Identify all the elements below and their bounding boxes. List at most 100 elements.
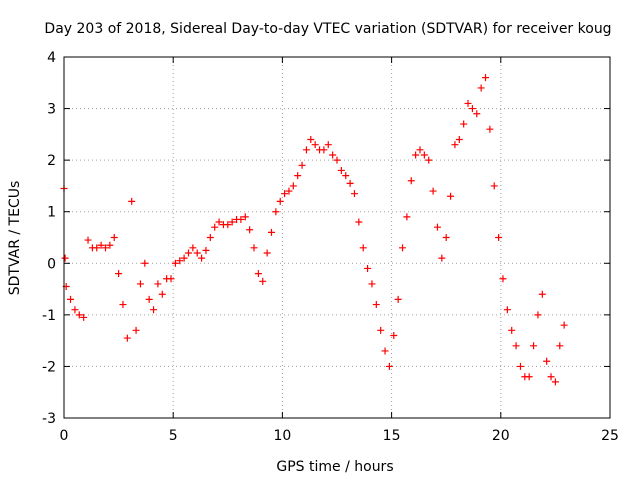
data-point [486, 125, 494, 133]
data-point [75, 311, 83, 319]
data-point [359, 244, 367, 252]
data-point [198, 254, 206, 262]
data-point [285, 187, 293, 195]
data-point [171, 259, 179, 267]
axis-ticks: 0 5 10 15 20 25 -3 -2 -1 0 1 2 3 4 [42, 50, 619, 444]
x-tick-label: 15 [383, 428, 401, 444]
x-tick-label: 10 [273, 428, 291, 444]
data-point [460, 120, 468, 128]
data-point [110, 234, 118, 241]
data-point [189, 244, 197, 252]
data-point [390, 331, 398, 339]
data-point [394, 295, 402, 303]
data-point [254, 270, 262, 278]
data-point [281, 190, 289, 198]
data-point [543, 357, 551, 365]
data-point [101, 244, 109, 252]
data-point [499, 275, 507, 283]
data-point [490, 182, 498, 190]
data-point [416, 146, 424, 154]
x-tick-label: 5 [169, 428, 178, 444]
y-tick-label: -2 [42, 359, 56, 375]
data-point [184, 249, 192, 257]
data-point [377, 326, 385, 334]
data-point [442, 234, 450, 241]
x-axis-label: GPS time / hours [276, 459, 393, 475]
data-point [71, 306, 79, 314]
data-point [525, 373, 533, 381]
y-tick-label: 1 [47, 205, 56, 221]
y-tick-label: -1 [42, 308, 56, 324]
chart-title: Day 203 of 2018, Sidereal Day-to-day VTE… [44, 21, 611, 37]
data-point [464, 99, 472, 107]
data-point [97, 241, 105, 249]
data-point [512, 342, 520, 350]
data-point [167, 275, 175, 283]
data-point [136, 280, 144, 288]
data-point [438, 254, 446, 262]
data-point [180, 254, 188, 262]
data-point [150, 306, 158, 314]
y-tick-label: 3 [47, 102, 56, 118]
data-point [158, 290, 166, 298]
data-point [403, 213, 411, 221]
data-point [355, 218, 363, 226]
data-point [154, 280, 162, 288]
data-point [106, 241, 114, 249]
data-point [425, 156, 433, 164]
data-point [364, 264, 372, 272]
data-point [337, 166, 345, 174]
data-point [128, 197, 136, 205]
data-point [482, 74, 490, 82]
y-tick-label: 2 [47, 153, 56, 169]
data-point [495, 234, 503, 241]
data-point [67, 295, 75, 303]
data-point [224, 221, 232, 229]
grid-lines [64, 57, 610, 418]
data-point [534, 311, 542, 319]
data-point [193, 249, 201, 257]
data-point [385, 362, 393, 370]
data-point [429, 187, 437, 195]
data-point [447, 192, 455, 200]
x-tick-label: 25 [601, 428, 619, 444]
data-point [298, 161, 306, 169]
data-point [455, 136, 463, 144]
data-point [246, 226, 254, 234]
data-point [302, 146, 310, 154]
data-point [263, 249, 271, 257]
data-point [508, 326, 516, 334]
data-point [381, 347, 389, 355]
data-point [503, 306, 511, 314]
data-point [477, 84, 485, 92]
data-point [276, 197, 284, 205]
data-point [433, 223, 441, 231]
data-point [333, 156, 341, 164]
data-point [324, 141, 332, 149]
data-point [202, 246, 210, 254]
data-point [215, 218, 223, 226]
data-point [342, 172, 350, 180]
data-point [272, 208, 280, 216]
data-point [250, 244, 258, 252]
data-point [307, 136, 315, 144]
data-point [350, 190, 358, 198]
data-point [119, 301, 127, 309]
y-tick-label: -3 [42, 411, 56, 427]
data-point [228, 218, 236, 226]
data-point [320, 146, 328, 154]
y-axis-label: SDTVAR / TECUs [7, 181, 23, 296]
data-point [473, 110, 481, 118]
data-point [560, 321, 568, 329]
data-point [551, 378, 559, 386]
data-point [115, 270, 123, 278]
data-point [241, 213, 249, 221]
data-point [368, 280, 376, 288]
data-point [516, 362, 524, 370]
data-point [84, 236, 92, 244]
data-point [176, 257, 184, 265]
plot-frame [63, 56, 611, 419]
data-point [61, 254, 69, 262]
